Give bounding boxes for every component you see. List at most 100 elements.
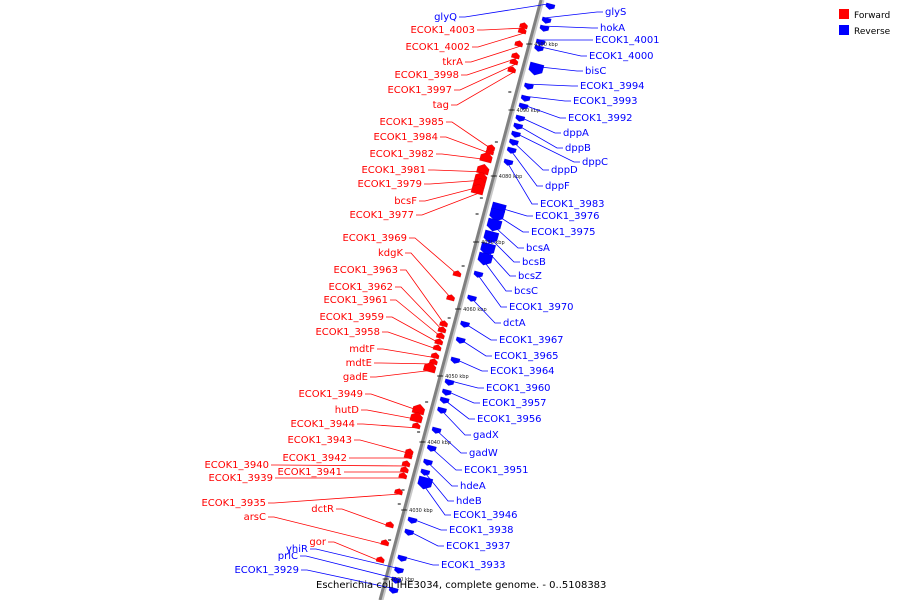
reverse-gene-label: dppD bbox=[551, 165, 578, 176]
forward-gene-feature bbox=[434, 338, 444, 346]
tick-label: 4020 kbp bbox=[391, 577, 415, 583]
reverse-gene-feature bbox=[535, 38, 546, 46]
forward-label-leader bbox=[386, 316, 442, 345]
reverse-gene-label: dppB bbox=[565, 143, 591, 154]
legend: Forward Reverse bbox=[839, 9, 891, 37]
tick-label: 4030 kbp bbox=[409, 508, 433, 514]
reverse-label-leader bbox=[522, 95, 571, 102]
reverse-gene-label: ECOK1_4000 bbox=[589, 51, 654, 62]
reverse-gene-label: ECOK1_4001 bbox=[595, 35, 660, 46]
forward-label-leader bbox=[400, 269, 447, 327]
reverse-gene-feature bbox=[513, 122, 524, 130]
reverse-label-leader bbox=[446, 379, 484, 389]
reverse-label-leader bbox=[526, 83, 578, 87]
forward-gene-label: ECOK1_3961 bbox=[323, 295, 388, 306]
forward-gene-label: ECOK1_3935 bbox=[201, 498, 266, 509]
reverse-gene-feature bbox=[388, 586, 399, 594]
reverse-gene-feature bbox=[420, 468, 431, 476]
reverse-label-leader bbox=[428, 445, 462, 471]
reverse-gene-label: ECOK1_3964 bbox=[490, 366, 555, 377]
legend-forward-swatch bbox=[839, 9, 849, 19]
forward-label-leader bbox=[268, 493, 401, 504]
reverse-gene-label: bcsC bbox=[514, 286, 538, 297]
reverse-label-leader bbox=[462, 321, 497, 341]
reverse-gene-feature bbox=[404, 528, 415, 536]
forward-label-leader bbox=[336, 508, 392, 528]
reverse-label-leader bbox=[510, 139, 549, 171]
reverse-gene-label: ECOK1_3970 bbox=[509, 302, 574, 313]
forward-label-leader bbox=[374, 362, 436, 365]
genome-backbone bbox=[378, 0, 545, 600]
forward-gene-feature bbox=[411, 422, 421, 430]
forward-gene-feature bbox=[510, 52, 520, 60]
reverse-label-leader bbox=[441, 397, 475, 420]
reverse-label-leader bbox=[541, 25, 598, 29]
reverse-gene-label: ECOK1_3993 bbox=[573, 96, 638, 107]
reverse-gene-feature bbox=[397, 554, 408, 562]
forward-gene-label: mdtF bbox=[349, 344, 375, 355]
reverse-gene-label: ECOK1_3946 bbox=[453, 510, 518, 521]
forward-gene-label: ECOK1_3943 bbox=[287, 435, 352, 446]
reverse-gene-label: ECOK1_3975 bbox=[531, 227, 596, 238]
forward-label-leader bbox=[454, 63, 517, 91]
reverse-gene-label: dppA bbox=[563, 128, 589, 139]
forward-gene-label: arsC bbox=[244, 512, 266, 523]
forward-gene-feature bbox=[399, 466, 409, 474]
reverse-gene-feature bbox=[528, 61, 545, 76]
reverse-gene-label: ECOK1_3983 bbox=[540, 199, 605, 210]
reverse-gene-label: hdeB bbox=[456, 496, 482, 507]
reverse-label-leader bbox=[505, 159, 538, 205]
reverse-gene-label: bcsA bbox=[526, 243, 550, 254]
forward-gene-label: ECOK1_3984 bbox=[373, 132, 438, 143]
forward-label-leader bbox=[268, 516, 388, 546]
reverse-label-leader bbox=[493, 205, 533, 217]
reverse-label-leader bbox=[419, 479, 451, 516]
reverse-gene-label: ECOK1_3967 bbox=[499, 335, 564, 346]
forward-gene-label: ECOK1_3981 bbox=[361, 165, 426, 176]
reverse-gene-label: hdeA bbox=[460, 481, 486, 492]
forward-label-leader bbox=[428, 169, 488, 173]
forward-gene-feature bbox=[439, 320, 449, 328]
forward-gene-label: dctR bbox=[311, 504, 334, 515]
reverse-gene-label: bcsZ bbox=[518, 271, 542, 282]
reverse-gene-feature bbox=[441, 388, 452, 396]
forward-gene-label: mdtE bbox=[346, 358, 372, 369]
forward-label-leader bbox=[477, 27, 526, 31]
forward-gene-label: hutD bbox=[335, 405, 360, 416]
forward-label-leader bbox=[271, 464, 409, 467]
forward-gene-label: ECOK1_3962 bbox=[328, 282, 393, 293]
reverse-gene-feature bbox=[450, 356, 461, 364]
forward-label-leader bbox=[451, 71, 515, 106]
reverse-label-leader bbox=[459, 3, 548, 18]
forward-gene-label: kdgK bbox=[378, 248, 403, 259]
reverse-label-leader bbox=[515, 123, 563, 149]
reverse-label-leader bbox=[300, 555, 394, 579]
forward-label-leader bbox=[409, 237, 460, 277]
reverse-label-leader bbox=[485, 233, 520, 263]
reverse-gene-label: ECOK1_3965 bbox=[494, 351, 559, 362]
reverse-gene-feature bbox=[541, 16, 552, 24]
forward-label-leader bbox=[354, 439, 412, 455]
reverse-gene-feature bbox=[437, 406, 447, 414]
forward-gene-label: tkrA bbox=[442, 57, 463, 68]
forward-label-leader bbox=[395, 286, 445, 333]
forward-gene-label: gor bbox=[309, 537, 326, 548]
tick-label: 4070 kbp bbox=[481, 240, 505, 246]
reverse-label-leader bbox=[517, 115, 561, 134]
forward-gene-label: bcsF bbox=[394, 196, 417, 207]
reverse-label-leader bbox=[491, 211, 529, 233]
forward-gene-feature bbox=[430, 352, 440, 360]
forward-gene-feature bbox=[380, 539, 390, 547]
forward-gene-feature bbox=[514, 40, 524, 48]
reverse-label-leader bbox=[443, 389, 480, 404]
reverse-gene-label: ECOK1_3960 bbox=[486, 383, 551, 394]
reverse-label-leader bbox=[310, 548, 397, 569]
forward-gene-label: ECOK1_3985 bbox=[379, 117, 444, 128]
reverse-label-leader bbox=[457, 337, 492, 357]
reverse-label-leader bbox=[536, 45, 587, 57]
forward-gene-label: ECOK1_3941 bbox=[277, 467, 342, 478]
reverse-label-leader bbox=[543, 11, 603, 19]
forward-gene-label: ECOK1_3944 bbox=[290, 419, 355, 430]
reverse-label-leader bbox=[452, 357, 488, 372]
forward-label-leader bbox=[461, 57, 518, 76]
